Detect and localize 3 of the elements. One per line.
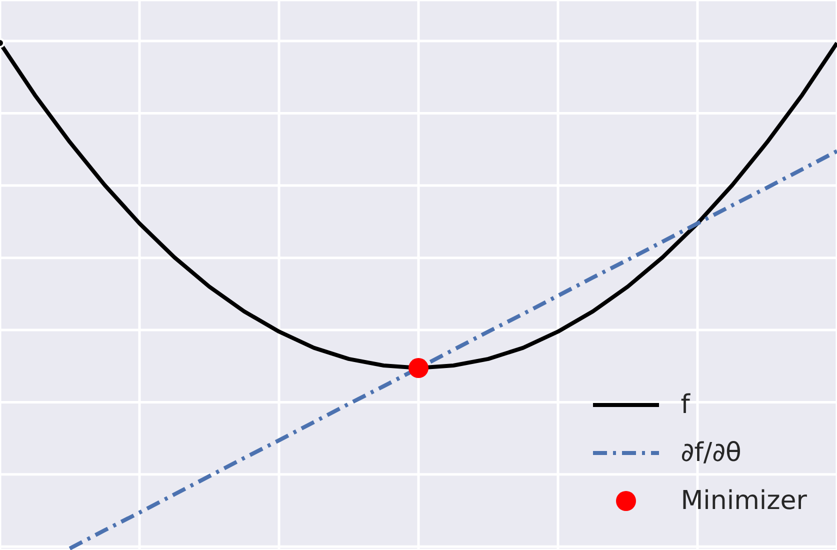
legend-label: ∂f/∂θ bbox=[680, 438, 742, 468]
legend-label: f bbox=[680, 390, 690, 420]
legend-label: Minimizer bbox=[680, 486, 807, 516]
